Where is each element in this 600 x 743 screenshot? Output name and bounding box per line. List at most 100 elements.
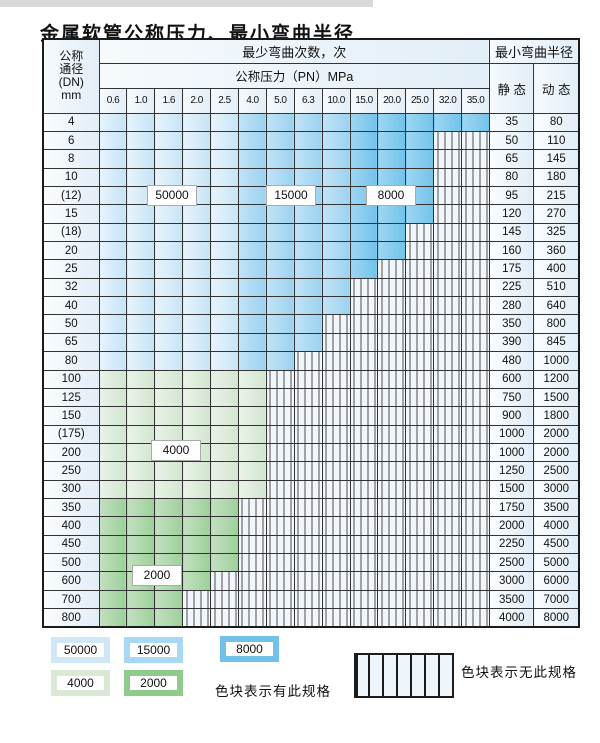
dn-cell: (12) bbox=[42, 185, 100, 206]
spec-available-cell bbox=[182, 277, 212, 298]
spec-available-cell bbox=[210, 332, 239, 353]
spec-available-cell bbox=[293, 332, 323, 353]
spec-available-cell bbox=[98, 516, 128, 536]
dn-cell: 450 bbox=[42, 534, 100, 555]
spec-available-cell bbox=[237, 369, 267, 389]
spec-available-cell bbox=[126, 498, 156, 518]
cycle-count-label-4000: 4000 bbox=[151, 440, 201, 461]
spec-unavailable-cell bbox=[293, 553, 323, 573]
spec-available-cell bbox=[98, 149, 128, 169]
static-radius-cell: 350 bbox=[488, 314, 535, 334]
spec-unavailable-cell bbox=[321, 516, 351, 536]
spec-unavailable-cell bbox=[461, 424, 490, 444]
static-radius-cell: 390 bbox=[488, 332, 535, 353]
spec-unavailable-cell bbox=[405, 387, 435, 408]
dn-cell: 50 bbox=[42, 314, 100, 334]
spec-available-cell bbox=[126, 130, 156, 151]
spec-available-cell bbox=[210, 277, 239, 298]
static-radius-cell: 50 bbox=[488, 130, 535, 151]
dn-cell: 32 bbox=[42, 277, 100, 298]
spec-available-cell bbox=[98, 351, 128, 371]
static-radius-cell: 2500 bbox=[488, 553, 535, 573]
spec-available-cell bbox=[210, 130, 239, 151]
spec-unavailable-cell bbox=[405, 332, 435, 353]
spec-available-cell bbox=[182, 314, 212, 334]
spec-available-cell bbox=[265, 296, 295, 316]
spec-available-cell bbox=[98, 167, 128, 187]
spec-unavailable-cell bbox=[349, 314, 379, 334]
spec-unavailable-cell bbox=[349, 387, 379, 408]
spec-available-cell bbox=[154, 406, 184, 426]
spec-available-cell bbox=[405, 167, 435, 187]
spec-unavailable-cell bbox=[461, 534, 490, 555]
spec-available-cell bbox=[321, 204, 351, 224]
static-radius-cell: 2250 bbox=[488, 534, 535, 555]
spec-available-cell bbox=[126, 589, 156, 610]
spec-unavailable-cell bbox=[433, 222, 463, 243]
spec-unavailable-cell bbox=[377, 424, 407, 444]
spec-available-cell bbox=[265, 130, 295, 151]
dynamic-radius-cell: 400 bbox=[533, 259, 580, 279]
static-radius-cell: 1000 bbox=[488, 442, 535, 463]
pressure-col-header: 4.0 bbox=[237, 87, 267, 114]
dn-cell: 400 bbox=[42, 516, 100, 536]
spec-available-cell bbox=[405, 204, 435, 224]
spec-available-cell bbox=[182, 553, 212, 573]
dynamic-radius-cell: 1000 bbox=[533, 351, 580, 371]
static-radius-cell: 3000 bbox=[488, 571, 535, 591]
spec-unavailable-cell bbox=[349, 406, 379, 426]
spec-available-cell bbox=[210, 259, 239, 279]
spec-available-cell bbox=[321, 259, 351, 279]
spec-unavailable-cell bbox=[461, 479, 490, 500]
spec-unavailable-cell bbox=[321, 387, 351, 408]
table-row: 40 280 640 bbox=[42, 296, 580, 316]
spec-unavailable-cell bbox=[265, 424, 295, 444]
static-radius-cell: 120 bbox=[488, 204, 535, 224]
dynamic-radius-cell: 1500 bbox=[533, 387, 580, 408]
spec-available-cell bbox=[154, 461, 184, 481]
spec-available-cell bbox=[182, 259, 212, 279]
table-row: 32 225 510 bbox=[42, 277, 580, 298]
spec-available-cell bbox=[265, 204, 295, 224]
spec-unavailable-cell bbox=[237, 571, 267, 591]
pressure-col-header: 1.6 bbox=[154, 87, 184, 114]
table-row: 250 1250 2500 bbox=[42, 461, 580, 481]
spec-unavailable-cell bbox=[377, 296, 407, 316]
spec-unavailable-cell bbox=[349, 296, 379, 316]
static-radius-cell: 95 bbox=[488, 185, 535, 206]
spec-available-cell bbox=[237, 479, 267, 500]
spec-unavailable-cell bbox=[461, 608, 490, 628]
spec-available-cell bbox=[293, 314, 323, 334]
spec-available-cell bbox=[293, 296, 323, 316]
spec-unavailable-cell bbox=[461, 204, 490, 224]
spec-unavailable-cell bbox=[321, 332, 351, 353]
spec-available-cell bbox=[98, 204, 128, 224]
spec-unavailable-cell bbox=[433, 149, 463, 169]
spec-available-cell bbox=[210, 479, 239, 500]
legend-swatch-2000: 2000 bbox=[124, 670, 183, 696]
spec-unavailable-cell bbox=[182, 608, 212, 628]
spec-available-cell bbox=[126, 442, 156, 463]
table-row: 350 1750 3500 bbox=[42, 498, 580, 518]
spec-unavailable-cell bbox=[293, 534, 323, 555]
spec-unavailable-cell bbox=[433, 479, 463, 500]
spec-unavailable-cell bbox=[321, 571, 351, 591]
table-row: 300 1500 3000 bbox=[42, 479, 580, 500]
nominal-pressure-header: 公称压力（PN）MPa bbox=[98, 62, 490, 89]
spec-unavailable-cell bbox=[377, 259, 407, 279]
dynamic-radius-cell: 1200 bbox=[533, 369, 580, 389]
spec-unavailable-cell bbox=[349, 534, 379, 555]
spec-available-cell bbox=[210, 461, 239, 481]
spec-available-cell bbox=[210, 553, 239, 573]
spec-available-cell bbox=[321, 185, 351, 206]
spec-available-cell bbox=[98, 479, 128, 500]
spec-unavailable-cell bbox=[405, 406, 435, 426]
spec-available-cell bbox=[126, 461, 156, 481]
spec-available-cell bbox=[126, 369, 156, 389]
dn-cell: (18) bbox=[42, 222, 100, 243]
pressure-col-header: 25.0 bbox=[405, 87, 435, 114]
dn-cell: 10 bbox=[42, 167, 100, 187]
spec-available-cell bbox=[237, 314, 267, 334]
cycle-count-label-8000: 8000 bbox=[366, 185, 416, 206]
spec-available-cell bbox=[377, 222, 407, 243]
